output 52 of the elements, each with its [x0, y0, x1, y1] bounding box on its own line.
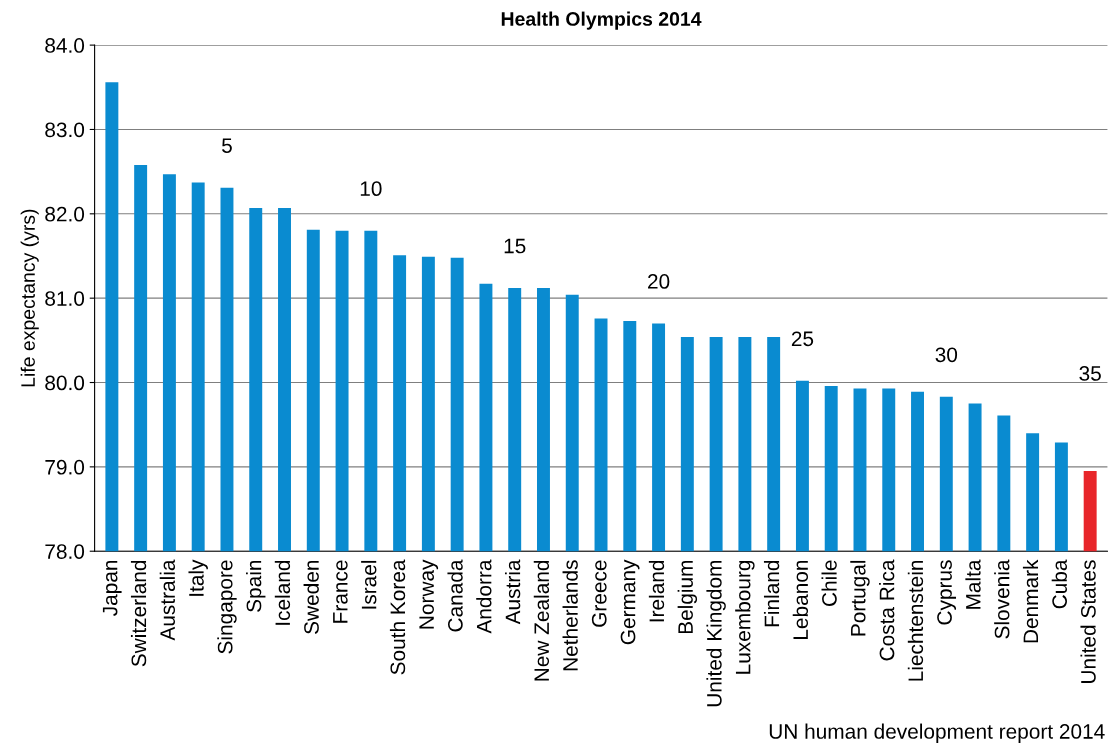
- text: UN human development report 2014: [769, 723, 1105, 743]
- x-tick-label: Switzerland: [130, 560, 147, 667]
- x-tick-label: Malta: [965, 559, 981, 609]
- x-tick-label: Austria: [504, 559, 521, 625]
- x-tick-label: Singapore: [217, 560, 237, 654]
- x-tick-label: Costa Rica: [879, 559, 895, 661]
- x-tick-label: Norway: [419, 559, 439, 629]
- x-tick-label: Cuba: [1051, 559, 1067, 609]
- annotation: 35: [1079, 366, 1101, 381]
- x-tick-label: Germany: [620, 559, 640, 645]
- x-tick-label: Liechtenstein: [907, 560, 924, 681]
- y-tick-label: 78.0: [45, 544, 85, 559]
- x-tick-label: Andorra: [476, 559, 492, 634]
- annotation: 20: [648, 274, 670, 289]
- y-tick-label: 80.0: [45, 375, 85, 391]
- annotation: 5: [222, 138, 232, 153]
- x-tick-label: United Kingdom: [706, 560, 726, 707]
- y-axis-title: Life expectancy (yrs): [20, 209, 39, 387]
- x-tick-label: Denmark: [1022, 559, 1039, 643]
- x-tick-label: Netherlands: [562, 560, 578, 671]
- y-tick-label: 83.0: [45, 122, 85, 138]
- x-tick-label: Finland: [763, 560, 780, 627]
- x-tick-label: Ireland: [648, 560, 665, 622]
- x-tick-label: United States: [1080, 560, 1096, 684]
- annotation: 25: [791, 331, 814, 347]
- x-tick-label: Lebanon: [792, 560, 809, 639]
- x-tick-label: Italy: [188, 559, 208, 596]
- x-tick-label: Australia: [159, 559, 176, 641]
- x-tick-label: Sweden: [303, 560, 319, 634]
- x-tick-label: Spain: [246, 560, 266, 612]
- x-tick-label: France: [333, 560, 348, 623]
- x-tick-label: Slovenia: [994, 559, 1010, 639]
- x-tick-label: Israel: [361, 560, 377, 609]
- x-tick-label: Luxembourg: [735, 560, 755, 674]
- x-tick-label: Cyprus: [937, 560, 957, 625]
- x-tick-label: Iceland: [274, 560, 291, 625]
- x-tick-label: Belgium: [677, 560, 698, 634]
- x-tick-label: Greece: [591, 560, 607, 627]
- x-tick-label: South Korea: [389, 559, 406, 675]
- x-tick-label: Japan: [102, 560, 122, 616]
- annotation: 10: [360, 181, 382, 197]
- annotation: 15: [504, 238, 526, 254]
- annotation: 30: [935, 347, 958, 363]
- y-tick-label: 81.0: [45, 291, 85, 306]
- x-tick-label: Canada: [447, 559, 463, 632]
- chart-title: Health Olympics 2014: [501, 11, 702, 30]
- x-tick-label: Portugal: [850, 560, 870, 636]
- y-tick-label: 82.0: [45, 206, 85, 222]
- y-tick-label: 84.0: [45, 38, 85, 53]
- x-tick-label: Chile: [821, 560, 837, 606]
- x-tick-label: New Zealand: [533, 560, 550, 681]
- y-tick-label: 79.0: [45, 459, 85, 475]
